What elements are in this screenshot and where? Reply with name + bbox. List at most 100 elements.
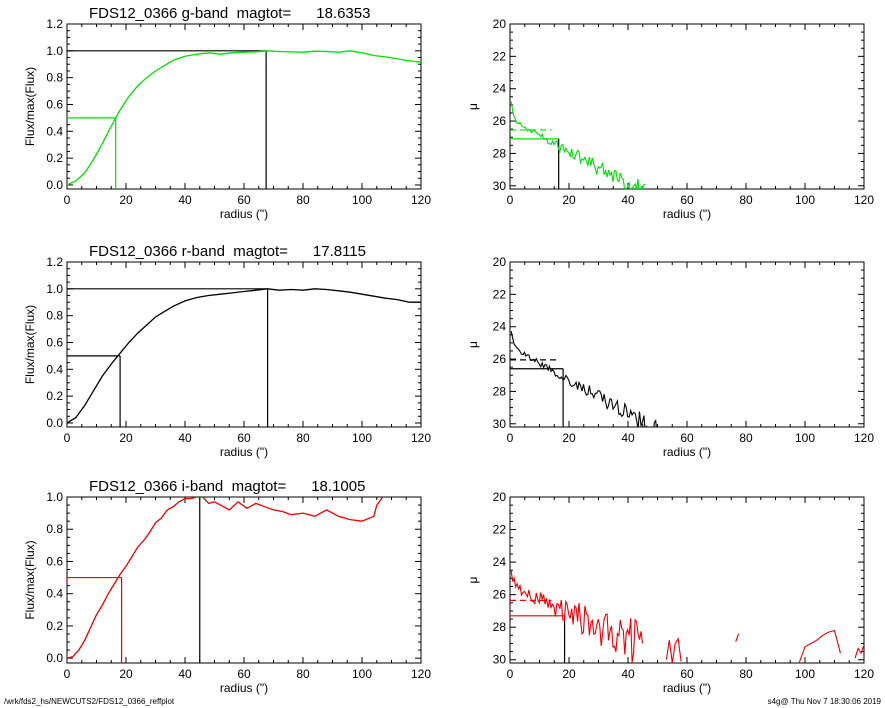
r-growth-panel: 0 20 40 60 80 100 120 0.0 0.2 0.4 0.6 0.8 1.0 1.2 radi… — [23, 243, 431, 459]
plot-area — [67, 50, 421, 189]
x-tick-label: 80 — [296, 193, 310, 207]
x-tick-label: 0 — [64, 667, 71, 681]
y-tick-label: 0.8 — [46, 71, 63, 85]
y-axis-label: μ — [466, 103, 480, 110]
x-tick-label: 60 — [680, 193, 694, 207]
x-tick-label: 100 — [795, 667, 815, 681]
y-tick-label: 0.2 — [46, 151, 63, 165]
x-tick-label: 20 — [562, 193, 576, 207]
y-tick-label: 24 — [493, 555, 507, 569]
y-tick-label: 0.6 — [46, 554, 63, 568]
surface-brightness-profile — [510, 101, 646, 189]
y-tick-label: 20 — [493, 255, 507, 269]
x-tick-label: 100 — [795, 193, 815, 207]
x-tick-label: 20 — [119, 193, 133, 207]
r-profile-panel: 0 20 40 60 80 100 120 20 22 24 26 28 30 radius (") μ — [466, 255, 874, 459]
x-tick-label: 40 — [621, 193, 635, 207]
y-tick-label: 26 — [493, 352, 507, 366]
y-tick-label: 24 — [493, 320, 507, 334]
plot-area — [67, 288, 421, 427]
y-tick-label: 22 — [493, 287, 507, 301]
y-axis-label: Flux/max(Flux) — [23, 67, 37, 146]
y-tick-label: 0.6 — [46, 335, 63, 349]
plot-frame — [66, 496, 422, 664]
y-tick-label: 0.4 — [46, 124, 63, 138]
plot-frame — [509, 23, 865, 190]
x-tick-label: 60 — [237, 431, 251, 445]
x-tick-label: 20 — [119, 431, 133, 445]
y-tick-label: 1.2 — [46, 255, 63, 269]
y-tick-label: 0.8 — [46, 309, 63, 323]
x-tick-label: 0 — [64, 431, 71, 445]
x-tick-label: 120 — [854, 193, 874, 207]
x-tick-label: 40 — [178, 431, 192, 445]
y-tick-label: 22 — [493, 523, 507, 537]
y-tick-label: 30 — [493, 653, 507, 667]
x-tick-label: 40 — [621, 667, 635, 681]
i-profile-panel: 0 20 40 60 80 100 120 20 22 24 26 28 30 radius (") μ — [466, 490, 874, 695]
x-tick-label: 0 — [507, 431, 514, 445]
y-tick-label: 28 — [493, 146, 507, 160]
y-tick-label: 0.8 — [46, 522, 63, 536]
profile-fragment — [854, 644, 864, 659]
x-tick-label: 20 — [562, 667, 576, 681]
x-tick-label: 0 — [64, 193, 71, 207]
x-tick-label: 100 — [352, 667, 372, 681]
y-tick-label: 1.0 — [46, 44, 63, 58]
y-tick-label: 26 — [493, 588, 507, 602]
x-axis-label: radius (") — [220, 445, 268, 459]
x-tick-label: 60 — [680, 431, 694, 445]
y-tick-label: 0.0 — [46, 651, 63, 665]
chart-title: FDS12_0366 i-band magtot= 18.1005 — [89, 478, 365, 495]
x-axis-label: radius (") — [220, 207, 268, 221]
x-tick-label: 20 — [562, 431, 576, 445]
footer-timestamp: s4g@ Thu Nov 7 18:30:06 2019 — [767, 697, 881, 706]
x-tick-label: 100 — [795, 431, 815, 445]
x-tick-label: 120 — [411, 193, 431, 207]
growth-curve-series — [67, 497, 384, 659]
plot-area — [510, 331, 657, 427]
growth-curve-series — [67, 50, 421, 186]
x-tick-label: 80 — [296, 431, 310, 445]
g-profile-panel: 0 20 40 60 80 100 120 20 22 24 26 28 30 radius (") μ — [466, 17, 874, 221]
x-axis-label: radius (") — [663, 681, 711, 695]
x-tick-label: 60 — [237, 193, 251, 207]
plot-area — [510, 570, 864, 663]
x-tick-label: 80 — [739, 667, 753, 681]
y-tick-label: 24 — [493, 82, 507, 96]
y-tick-label: 20 — [493, 490, 507, 504]
profile-fragment — [798, 629, 841, 663]
g-growth-panel: 0 20 40 60 80 100 120 0.0 0.2 0.4 0.6 0.8 1.0 1.2 radi… — [23, 5, 431, 221]
y-tick-label: 30 — [493, 179, 507, 193]
y-tick-label: 30 — [493, 417, 507, 431]
surface-brightness-profile — [510, 570, 644, 663]
y-tick-label: 28 — [493, 384, 507, 398]
growth-curve-series — [67, 288, 421, 424]
y-tick-label: 1.2 — [46, 17, 63, 31]
x-tick-label: 20 — [119, 667, 133, 681]
y-tick-label: 20 — [493, 17, 507, 31]
y-axis-label: μ — [466, 576, 480, 583]
x-tick-label: 100 — [352, 431, 372, 445]
x-axis-label: radius (") — [220, 681, 268, 695]
x-tick-label: 80 — [739, 193, 753, 207]
profile-fragment — [665, 636, 682, 663]
x-tick-label: 40 — [178, 193, 192, 207]
x-tick-label: 60 — [680, 667, 694, 681]
y-tick-label: 1.0 — [46, 490, 63, 504]
plot-frame — [509, 496, 865, 664]
x-axis-label: radius (") — [663, 207, 711, 221]
x-tick-label: 120 — [854, 667, 874, 681]
y-tick-label: 0.0 — [46, 416, 63, 430]
chart-title: FDS12_0366 g-band magtot= 18.6353 — [89, 5, 370, 22]
x-tick-label: 80 — [739, 431, 753, 445]
x-tick-label: 40 — [178, 667, 192, 681]
y-tick-label: 0.4 — [46, 587, 63, 601]
chart-title: FDS12_0366 r-band magtot= 17.8115 — [89, 243, 366, 260]
footer-path: /wrk/fds2_hs/NEWCUTS2/FDS12_0366_reffplo… — [4, 697, 175, 706]
profile-fragment — [735, 633, 740, 642]
y-tick-label: 0.4 — [46, 362, 63, 376]
y-axis-label: Flux/max(Flux) — [23, 540, 37, 619]
y-tick-label: 26 — [493, 114, 507, 128]
